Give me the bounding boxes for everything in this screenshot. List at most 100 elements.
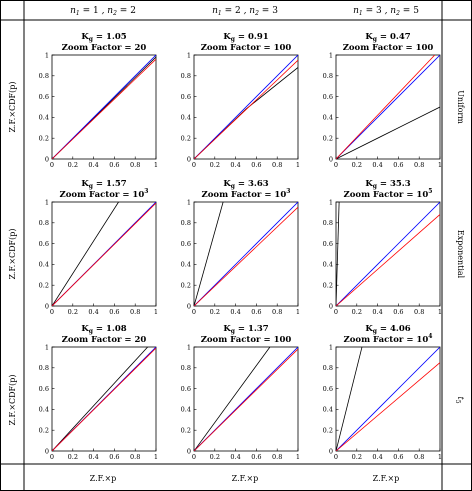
x-tick-label: 1	[438, 453, 442, 461]
x-tick-label: 0	[334, 308, 338, 316]
x-tick-label: 0.8	[414, 161, 424, 169]
panel-zoom-title: Zoom Factor = 100	[343, 43, 434, 53]
panel-zoom-title: Zoom Factor = 105	[344, 188, 433, 200]
y-tick-label: 0.6	[181, 385, 191, 393]
y-tick-label: 0.4	[323, 261, 333, 269]
y-tick-label: 1	[45, 51, 49, 59]
x-tick-label: 0.6	[393, 161, 403, 169]
y-tick-label: 0	[329, 302, 333, 310]
x-tick-label: 0.4	[372, 453, 382, 461]
x-tick-label: 0	[192, 308, 196, 316]
x-tick-label: 1	[438, 161, 442, 169]
y-tick-label: 0.8	[181, 72, 191, 80]
y-tick-label: 0.6	[181, 93, 191, 101]
series-line-red	[194, 206, 298, 306]
series-line-black	[336, 202, 340, 306]
series-line-blue	[194, 55, 298, 159]
y-tick-label: 0	[45, 155, 49, 163]
x-tick-label: 0	[334, 453, 338, 461]
y-tick-label: 0.4	[181, 261, 191, 269]
y-tick-label: 0.8	[39, 72, 49, 80]
y-tick-label: 0.8	[323, 219, 333, 227]
y-tick-label: 1	[329, 198, 333, 206]
series-line-red	[194, 59, 298, 159]
x-axis-label: Z.F.×p	[232, 474, 259, 483]
y-tick-label: 0.8	[181, 219, 191, 227]
series-line-black	[52, 347, 148, 451]
y-tick-label: 0.2	[323, 282, 333, 290]
y-tick-label: 0.4	[181, 406, 191, 414]
x-axis-label: Z.F.×p	[373, 474, 400, 483]
series-line-blue	[52, 55, 156, 159]
x-tick-label: 0	[192, 161, 196, 169]
y-tick-label: 1	[45, 343, 49, 351]
row-label: t5	[454, 396, 465, 403]
x-tick-label: 0.2	[352, 453, 362, 461]
y-tick-label: 0.8	[181, 364, 191, 372]
panel-kg-title: Kg = 0.91	[223, 32, 268, 43]
series-line-black	[336, 106, 440, 159]
y-tick-label: 0.4	[39, 261, 49, 269]
y-tick-label: 1	[45, 198, 49, 206]
y-tick-label: 0	[45, 302, 49, 310]
x-tick-label: 0.2	[210, 453, 220, 461]
x-tick-label: 0.8	[272, 453, 282, 461]
y-tick-label: 0.8	[39, 219, 49, 227]
y-tick-label: 0.2	[323, 135, 333, 143]
x-tick-label: 0.6	[393, 308, 403, 316]
series-line-blue	[336, 55, 440, 159]
x-tick-label: 0	[334, 161, 338, 169]
plot-area	[193, 54, 299, 160]
y-tick-label: 0.4	[39, 114, 49, 122]
y-tick-label: 0.6	[39, 93, 49, 101]
y-tick-label: 0	[45, 447, 49, 455]
x-tick-label: 0.8	[414, 308, 424, 316]
plot-area	[51, 346, 157, 452]
panel-zoom-title: Zoom Factor = 103	[60, 188, 149, 200]
panel-kg-title: Kg = 1.57	[81, 179, 126, 190]
series-line-black	[194, 202, 224, 306]
y-tick-label: 0.6	[181, 240, 191, 248]
series-line-blue	[336, 202, 440, 306]
series-line-red	[52, 347, 156, 451]
y-tick-label: 0	[329, 155, 333, 163]
row-label: Exponential	[456, 230, 465, 279]
x-tick-label: 0.4	[372, 308, 382, 316]
y-tick-label: 0	[187, 302, 191, 310]
panel-zoom-title: Zoom Factor = 20	[62, 43, 147, 53]
x-tick-label: 0.4	[230, 453, 240, 461]
y-tick-label: 0.2	[39, 282, 49, 290]
y-tick-label: 0.6	[323, 93, 333, 101]
x-tick-label: 0.2	[210, 308, 220, 316]
column-header: n1 = 2 , n2 = 3	[212, 6, 278, 17]
y-tick-label: 0	[187, 447, 191, 455]
y-tick-label: 0.4	[323, 406, 333, 414]
plot-area	[51, 54, 157, 160]
x-tick-label: 1	[438, 308, 442, 316]
panel-kg-title: Kg = 0.47	[365, 32, 410, 43]
y-tick-label: 0.8	[323, 72, 333, 80]
series-line-red	[336, 214, 440, 306]
x-tick-label: 0.6	[251, 161, 261, 169]
y-axis-label: Z.F.×CDF(p)	[8, 82, 17, 133]
y-tick-label: 0.2	[323, 427, 333, 435]
series-line-red	[336, 55, 436, 159]
x-tick-label: 0	[50, 161, 54, 169]
y-tick-label: 0.2	[181, 135, 191, 143]
x-tick-label: 0.2	[352, 308, 362, 316]
series-line-blue	[336, 347, 440, 451]
x-tick-label: 0.4	[88, 308, 98, 316]
x-tick-label: 0.4	[230, 161, 240, 169]
y-tick-label: 0	[187, 155, 191, 163]
row-label: Uniform	[456, 90, 465, 124]
series-line-black	[336, 347, 363, 451]
series-line-red	[52, 58, 156, 159]
y-tick-label: 0.2	[181, 427, 191, 435]
